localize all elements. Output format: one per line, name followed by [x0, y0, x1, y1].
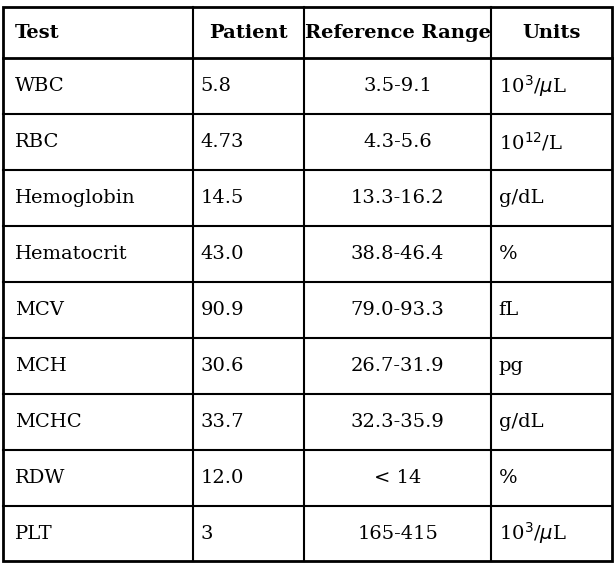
Text: 10$^3$/$\mu$L: 10$^3$/$\mu$L: [499, 74, 566, 99]
Text: 5.8: 5.8: [201, 78, 231, 95]
Text: pg: pg: [499, 357, 524, 375]
Text: g/dL: g/dL: [499, 189, 543, 207]
Text: 32.3-35.9: 32.3-35.9: [351, 413, 445, 431]
Text: Test: Test: [15, 24, 60, 41]
Text: 33.7: 33.7: [201, 413, 244, 431]
Text: 43.0: 43.0: [201, 245, 244, 263]
Text: 14.5: 14.5: [201, 189, 244, 207]
Text: 3.5-9.1: 3.5-9.1: [363, 78, 432, 95]
Text: 4.3-5.6: 4.3-5.6: [363, 133, 432, 151]
Text: 165-415: 165-415: [357, 525, 438, 543]
Text: PLT: PLT: [15, 525, 52, 543]
Text: 4.73: 4.73: [201, 133, 244, 151]
Text: 3: 3: [201, 525, 213, 543]
Text: 26.7-31.9: 26.7-31.9: [351, 357, 445, 375]
Text: MCHC: MCHC: [15, 413, 82, 431]
Text: Units: Units: [522, 24, 580, 41]
Text: fL: fL: [499, 301, 519, 319]
Text: Reference Range: Reference Range: [305, 24, 491, 41]
Text: 12.0: 12.0: [201, 469, 244, 487]
Text: 10$^{12}$/L: 10$^{12}$/L: [499, 131, 562, 154]
Text: 13.3-16.2: 13.3-16.2: [351, 189, 445, 207]
Text: g/dL: g/dL: [499, 413, 543, 431]
Text: 10$^3$/$\mu$L: 10$^3$/$\mu$L: [499, 521, 566, 546]
Text: %: %: [499, 469, 517, 487]
Text: Hemoglobin: Hemoglobin: [15, 189, 135, 207]
Text: %: %: [499, 245, 517, 263]
Text: 30.6: 30.6: [201, 357, 244, 375]
Text: RDW: RDW: [15, 469, 65, 487]
Text: WBC: WBC: [15, 78, 64, 95]
Text: 79.0-93.3: 79.0-93.3: [351, 301, 445, 319]
Text: Patient: Patient: [209, 24, 288, 41]
Text: MCV: MCV: [15, 301, 64, 319]
Text: 90.9: 90.9: [201, 301, 244, 319]
Text: Hematocrit: Hematocrit: [15, 245, 127, 263]
Text: 38.8-46.4: 38.8-46.4: [351, 245, 445, 263]
Text: RBC: RBC: [15, 133, 59, 151]
Text: < 14: < 14: [374, 469, 421, 487]
Text: MCH: MCH: [15, 357, 66, 375]
